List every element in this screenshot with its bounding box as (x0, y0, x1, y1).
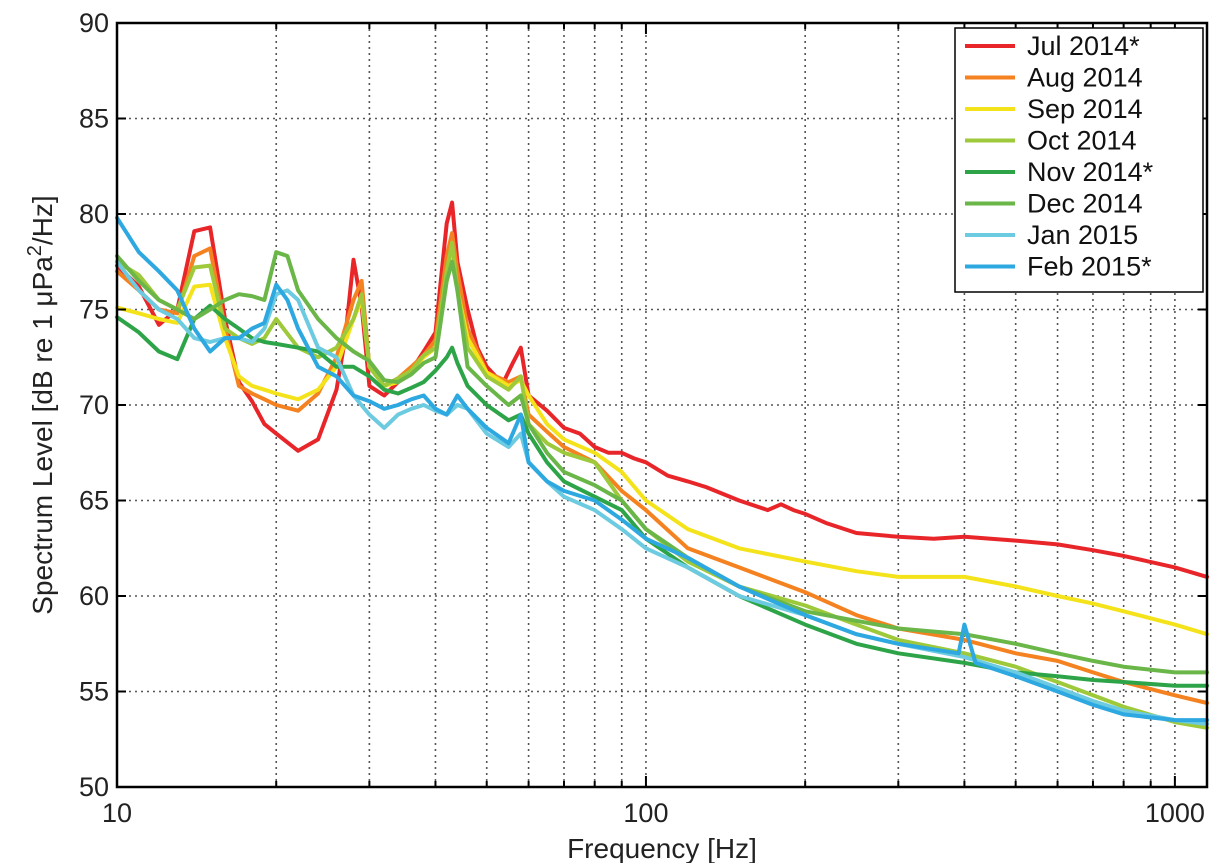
legend-label: Aug 2014 (1027, 63, 1143, 93)
y-axis-label: Spectrum Level [dB re 1 μPa2/Hz] (24, 195, 58, 614)
series-line-8 (115, 215, 1209, 723)
y-tick-label: 80 (79, 199, 109, 229)
series-line-7 (115, 259, 1209, 726)
x-tick-label: 100 (623, 798, 668, 828)
x-tick-label: 1000 (1145, 798, 1205, 828)
legend-label: Oct 2014 (1027, 126, 1137, 156)
legend-label: Sep 2014 (1027, 94, 1143, 124)
legend-label: Dec 2014 (1027, 189, 1143, 219)
y-tick-label: 65 (79, 486, 109, 516)
y-tick-label: 85 (79, 104, 109, 134)
y-axis-label-tail: /Hz] (27, 195, 58, 245)
legend-label: Jan 2015 (1027, 220, 1138, 250)
legend-box (954, 27, 1204, 293)
legend-label: Jul 2014* (1027, 31, 1140, 61)
series-line-4 (115, 240, 1209, 730)
y-axis-label-main: Spectrum Level [dB re 1 μPa (27, 256, 58, 615)
x-tick-label: 10 (102, 798, 132, 828)
series-line-5 (115, 303, 1209, 688)
series-line-2 (115, 231, 1209, 705)
axis-ticks: 50 55 60 65 70 75 80 85 90 10 100 1000 (79, 8, 1207, 828)
legend-label: Feb 2015* (1027, 252, 1152, 282)
y-tick-label: 55 (79, 677, 109, 707)
y-tick-label: 90 (79, 8, 109, 38)
y-tick-label: 70 (79, 390, 109, 420)
legend-label: Nov 2014* (1027, 157, 1154, 187)
x-axis-label: Frequency [Hz] (567, 833, 757, 863)
series-lines (115, 200, 1209, 730)
series-line-6 (115, 250, 1209, 675)
y-tick-label: 60 (79, 581, 109, 611)
y-axis-label-superscript: 2 (24, 245, 46, 256)
y-tick-label: 50 (79, 772, 109, 802)
y-tick-label: 75 (79, 295, 109, 325)
